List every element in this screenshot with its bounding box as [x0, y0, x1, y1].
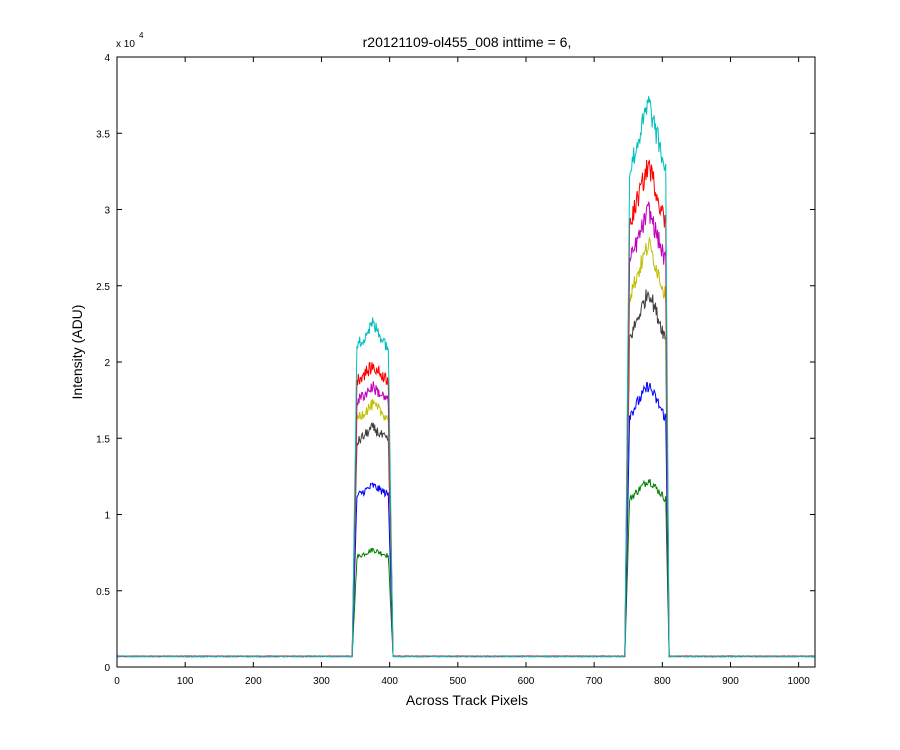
y-axis-label: Intensity (ADU) — [69, 305, 85, 400]
x-tick-label: 700 — [586, 676, 603, 687]
x-tick-label: 0 — [114, 676, 120, 687]
x-tick-label: 200 — [245, 676, 262, 687]
y-tick-label: 1.5 — [96, 434, 110, 445]
series-line — [116, 96, 816, 658]
x-axis-label: Across Track Pixels — [406, 692, 528, 708]
series-layer — [116, 96, 816, 658]
y-tick-label: 2 — [104, 358, 110, 369]
y-tick-label: 0.5 — [96, 587, 110, 598]
y-axis-ticks: 0 0.5 1 1.5 2 2.5 3 3.5 4 — [96, 53, 815, 674]
chart-title: r20121109-ol455_008 inttime = 6, — [363, 34, 572, 50]
y-exponent-base: x 10 — [116, 39, 135, 50]
x-tick-label: 900 — [722, 676, 739, 687]
y-tick-label: 1 — [104, 511, 110, 522]
x-tick-label: 400 — [381, 676, 398, 687]
y-tick-label: 2.5 — [96, 282, 110, 293]
x-tick-label: 1000 — [788, 676, 811, 687]
y-tick-label: 3 — [104, 206, 110, 217]
y-exponent-power: 4 — [139, 31, 144, 40]
x-tick-label: 500 — [449, 676, 466, 687]
plot-area — [117, 57, 815, 667]
x-tick-label: 600 — [518, 676, 535, 687]
x-tick-label: 800 — [654, 676, 671, 687]
y-tick-label: 3.5 — [96, 129, 110, 140]
x-tick-label: 100 — [177, 676, 194, 687]
y-tick-label: 4 — [104, 53, 110, 64]
x-tick-label: 300 — [313, 676, 330, 687]
x-axis-ticks: 0 100 200 300 400 500 600 700 800 900 1000 — [114, 57, 810, 687]
y-tick-label: 0 — [104, 663, 110, 674]
